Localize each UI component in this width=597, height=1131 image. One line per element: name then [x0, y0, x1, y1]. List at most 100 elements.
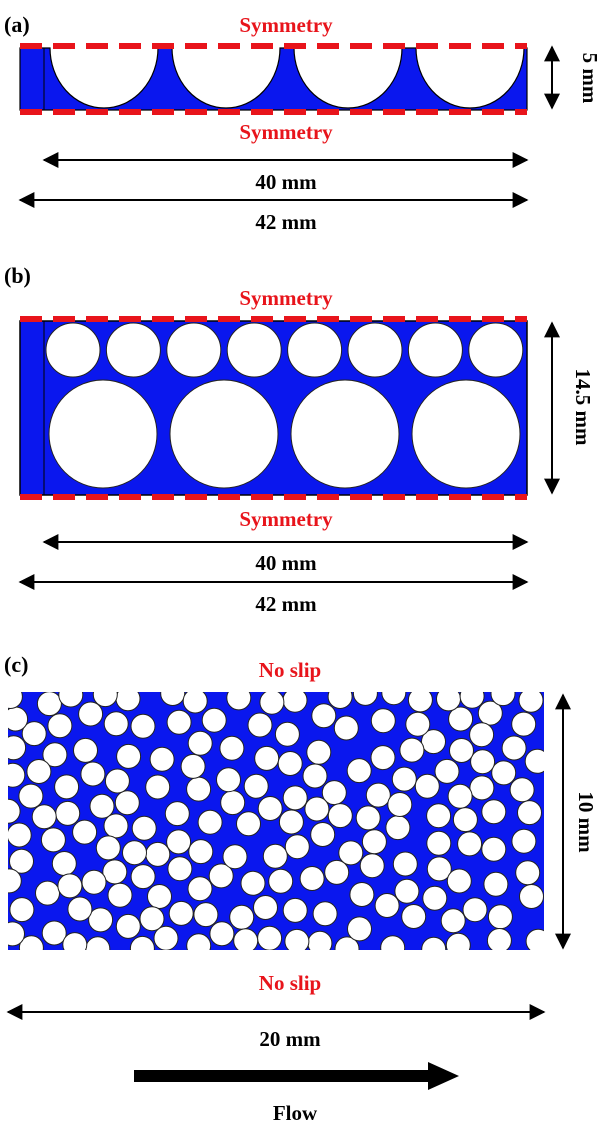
panel-c-particle: [226, 692, 252, 711]
panel-c-particle: [481, 836, 507, 862]
panel-c-particle: [278, 809, 304, 835]
panel-c-particle: [327, 692, 353, 709]
panel-b-large-obstacle: [48, 379, 158, 489]
panel-c-particle: [361, 829, 387, 855]
panel-c-particle: [243, 773, 269, 799]
panel-c-particle: [104, 768, 130, 794]
panel-c-particle: [186, 933, 212, 950]
panel-c-particle: [491, 760, 517, 786]
panel-c-particle: [240, 870, 266, 896]
panel-c-particle: [103, 813, 129, 839]
panel-c-label: (c): [4, 652, 28, 677]
panel-c-particle: [524, 748, 544, 774]
panel-c-particle: [457, 831, 483, 857]
panel-c-particle: [180, 753, 206, 779]
panel-c-particle: [333, 715, 359, 741]
panel-c-particle: [89, 793, 115, 819]
panel-c-particle: [414, 773, 440, 799]
panel-c-particle: [167, 856, 193, 882]
panel-c-particle: [462, 897, 488, 923]
panel-c-particle: [349, 882, 375, 907]
panel-c-particle: [365, 782, 391, 808]
panel-c-particle: [517, 800, 542, 826]
panel-c-particle: [469, 722, 495, 748]
panel-b-inner-width-label: 40 mm: [255, 551, 317, 575]
panel-c-particle: [9, 897, 35, 923]
panel-c-particle: [31, 804, 57, 830]
panel-c-particle: [73, 737, 98, 763]
panel-c-particle: [359, 853, 385, 879]
panel-c-particle: [107, 882, 133, 908]
panel-c-height-label: 10 mm: [574, 791, 597, 853]
panel-c-particle: [509, 777, 535, 803]
panel-b: (b) Symmetry Symmetry 14.5 mm 40 mm 42 m…: [4, 263, 595, 616]
panel-c-particle: [247, 712, 273, 738]
panel-c-particle: [8, 692, 23, 709]
panel-c-particle: [321, 780, 347, 806]
panel-c-particle: [57, 873, 83, 899]
panel-c-particle: [55, 800, 81, 826]
panel-c-particle: [193, 902, 219, 928]
panel-c-particle: [392, 851, 418, 877]
panel-c-particle: [477, 700, 503, 726]
panel-c-particle: [407, 692, 433, 713]
panel-c-particle: [370, 745, 396, 771]
panel-c-top-boundary-label: No slip: [259, 658, 321, 682]
panel-c-particle: [486, 928, 512, 950]
panel-b-label: (b): [4, 263, 31, 288]
panel-c-particle: [334, 936, 360, 950]
panel-c-particle: [282, 785, 308, 811]
panel-c-particle: [42, 742, 68, 768]
panel-c-particle: [434, 758, 460, 784]
panel-b-top-boundary-label: Symmetry: [239, 286, 333, 310]
panel-c-particle: [130, 864, 156, 890]
panel-c-particle: [201, 707, 227, 733]
flow-label: Flow: [273, 1101, 318, 1125]
panel-c-particle: [236, 811, 261, 837]
panel-c-particle: [394, 878, 420, 904]
panel-c-particle: [490, 692, 516, 707]
panel-c-particle: [9, 848, 34, 874]
panel-b-large-obstacle: [169, 379, 279, 489]
panel-c-particle: [421, 936, 447, 950]
panel-b-small-obstacle: [166, 322, 222, 378]
panel-c-particle: [80, 761, 106, 787]
panel-c-particle: [426, 830, 452, 856]
panel-c-particle: [35, 880, 60, 906]
panel-c-particle: [8, 868, 22, 894]
panel-b-obstacles: [45, 322, 524, 489]
panel-c-particle: [222, 844, 248, 870]
panel-c-particle: [387, 792, 413, 817]
panel-c-particle: [219, 735, 245, 761]
panel-c-particle: [8, 706, 29, 732]
panel-c-particle: [122, 840, 147, 866]
panel-c-particle: [284, 928, 310, 950]
panel-c-particle: [147, 884, 172, 909]
panel-c-particle: [129, 935, 155, 950]
panel-c-particle: [88, 907, 114, 933]
panel-c-particle: [355, 805, 381, 831]
panel-c-particle: [399, 737, 425, 763]
panel-c-particle: [422, 885, 448, 911]
panel-c-particle: [459, 692, 485, 709]
panel-c-particle: [487, 904, 513, 930]
panel-c-particle: [284, 834, 310, 860]
panel-c-particle: [518, 692, 544, 713]
panel-c-particle: [440, 908, 466, 934]
panel-b-small-obstacle: [45, 322, 101, 378]
panel-c-particle: [511, 828, 537, 854]
panel-c-particle: [426, 803, 452, 829]
panel-c-particle: [511, 711, 537, 737]
panel-c-particle: [312, 901, 338, 927]
panel-c-particle: [391, 766, 417, 792]
panel-c-particle: [78, 701, 104, 727]
panel-c-particle: [149, 746, 175, 772]
panel-c-particle: [268, 868, 294, 894]
panel-c-width-label: 20 mm: [259, 1027, 321, 1051]
panel-c-particle: [139, 906, 165, 932]
panel-a-top-boundary-label: Symmetry: [239, 13, 333, 37]
panel-c-particle: [381, 692, 407, 706]
panel-c-particle: [115, 692, 141, 712]
panel-c-particle: [347, 916, 372, 942]
